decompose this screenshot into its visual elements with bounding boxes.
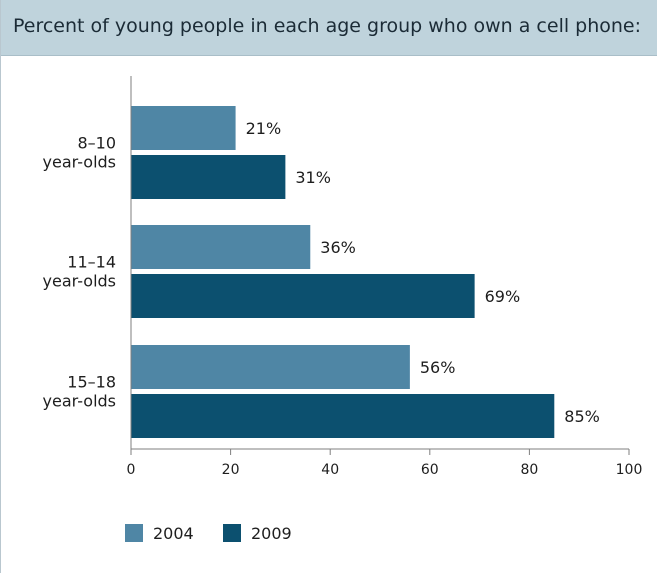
x-tick-label: 60 [421, 462, 439, 478]
x-tick-label: 40 [321, 462, 339, 478]
legend-label: 2004 [153, 524, 194, 543]
bar-2009-1 [131, 155, 286, 199]
category-label: year-olds [43, 153, 116, 172]
x-tick-label: 100 [616, 462, 643, 478]
category-label: year-olds [43, 392, 116, 411]
category-label: year-olds [43, 272, 116, 291]
bar-2009-2 [131, 274, 475, 318]
value-label: 31% [295, 168, 331, 187]
value-label: 56% [420, 358, 456, 377]
bar-2004-3 [131, 345, 410, 389]
title-bar: Percent of young people in each age grou… [1, 0, 657, 56]
bar-2004-2 [131, 225, 311, 269]
x-tick-label: 0 [127, 462, 136, 478]
legend-label: 2009 [251, 524, 292, 543]
legend-swatch-2009 [223, 524, 241, 542]
value-label: 36% [320, 238, 356, 257]
x-tick-label: 80 [520, 462, 538, 478]
category-label: 8–10 [77, 134, 116, 153]
category-label: 15–18 [67, 373, 116, 392]
value-label: 21% [246, 119, 282, 138]
bar-2004-1 [131, 106, 236, 150]
legend-swatch-2004 [125, 524, 143, 542]
chart-title: Percent of young people in each age grou… [13, 15, 642, 37]
x-tick-label: 20 [222, 462, 240, 478]
value-label: 85% [564, 407, 600, 426]
bar-2009-3 [131, 394, 555, 438]
category-label: 11–14 [67, 253, 116, 272]
value-label: 69% [485, 287, 521, 306]
